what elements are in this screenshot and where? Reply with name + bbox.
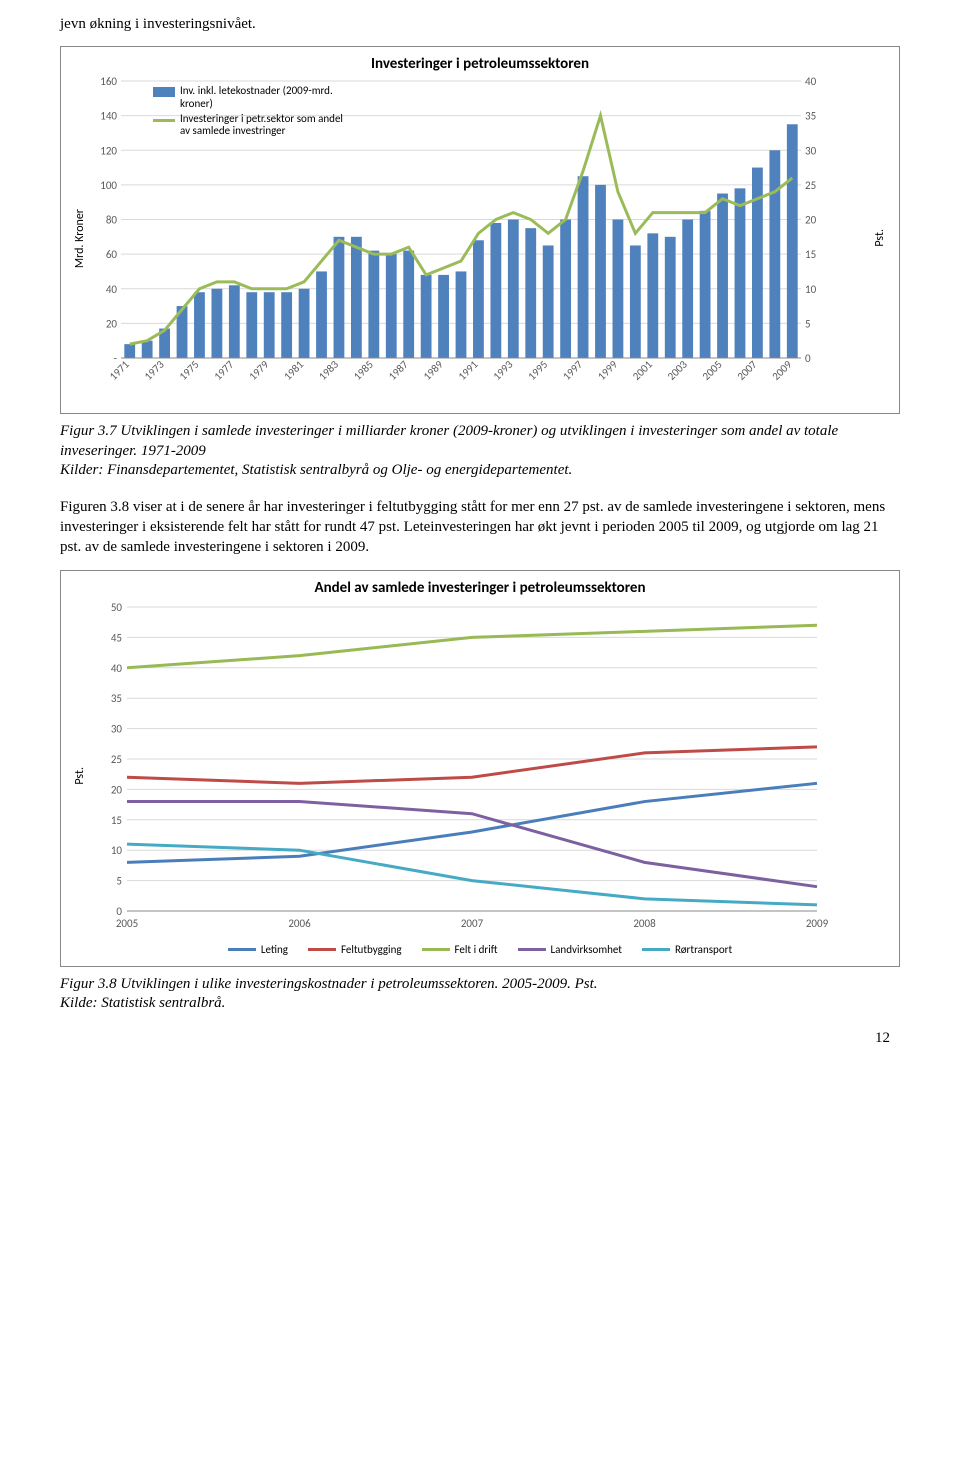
svg-text:2005: 2005 [700, 358, 725, 383]
svg-text:140: 140 [100, 110, 117, 123]
chart1-y1-label: Mrd. Kroner [69, 73, 91, 403]
svg-text:1999: 1999 [595, 358, 620, 383]
svg-text:50: 50 [111, 601, 123, 614]
svg-text:2006: 2006 [288, 917, 311, 930]
svg-text:35: 35 [805, 110, 816, 123]
svg-text:2001: 2001 [630, 358, 655, 383]
legend-item-landvirksomhet: Landvirksomhet [518, 943, 622, 956]
svg-text:60: 60 [106, 248, 118, 261]
svg-text:2007: 2007 [461, 917, 484, 930]
svg-text:45: 45 [111, 631, 122, 644]
body-paragraph-2: Figuren 3.8 viser at i de senere år har … [60, 497, 900, 558]
svg-text:35: 35 [111, 692, 122, 705]
svg-text:2008: 2008 [633, 917, 656, 930]
chart2-svg: 0510152025303540455020052006200720082009 [91, 597, 831, 937]
svg-text:1987: 1987 [386, 358, 411, 383]
svg-text:1983: 1983 [316, 358, 341, 383]
svg-text:160: 160 [100, 75, 117, 88]
chart2-title: Andel av samlede investeringer i petrole… [69, 579, 891, 597]
svg-text:1993: 1993 [490, 358, 515, 383]
legend-item-rørtransport: Rørtransport [642, 943, 732, 956]
svg-text:1997: 1997 [560, 358, 585, 383]
svg-text:5: 5 [116, 874, 122, 887]
svg-text:10: 10 [111, 844, 123, 857]
svg-text:2003: 2003 [665, 358, 690, 383]
svg-text:120: 120 [100, 145, 117, 158]
svg-text:80: 80 [106, 214, 118, 227]
svg-text:1985: 1985 [351, 358, 376, 383]
svg-text:20: 20 [805, 214, 817, 227]
intro-paragraph: jevn økning i investeringsnivået. [60, 14, 900, 34]
svg-text:20: 20 [106, 318, 118, 331]
svg-text:40: 40 [805, 75, 817, 88]
caption-figure-3-7: Figur 3.7 Utviklingen i samlede invester… [60, 422, 900, 481]
svg-text:1973: 1973 [142, 358, 167, 383]
svg-text:1991: 1991 [456, 358, 481, 383]
svg-text:1975: 1975 [177, 358, 202, 383]
svg-text:1979: 1979 [246, 358, 271, 383]
svg-text:30: 30 [805, 145, 817, 158]
svg-text:1981: 1981 [281, 358, 306, 383]
chart2-legend: Leting Feltutbygging Felt i drift Landvirks… [91, 943, 869, 956]
legend-item-leting: Leting [228, 943, 288, 956]
chart-andel: Andel av samlede investeringer i petrole… [60, 570, 900, 967]
svg-text:5: 5 [805, 318, 811, 331]
chart-investeringer: Investeringer i petroleumssektoren Mrd. … [60, 46, 900, 414]
svg-text:30: 30 [111, 722, 123, 735]
svg-text:2007: 2007 [735, 358, 760, 383]
svg-text:40: 40 [106, 283, 118, 296]
svg-text:15: 15 [111, 813, 122, 826]
svg-text:1989: 1989 [421, 358, 446, 383]
svg-text:1995: 1995 [525, 358, 550, 383]
svg-text:2009: 2009 [769, 358, 794, 383]
svg-text:15: 15 [805, 248, 816, 261]
svg-text:20: 20 [111, 783, 123, 796]
svg-text:100: 100 [100, 179, 117, 192]
svg-text:1977: 1977 [211, 358, 236, 383]
svg-text:25: 25 [111, 753, 122, 766]
svg-text:1971: 1971 [107, 358, 132, 383]
svg-text:2005: 2005 [116, 917, 138, 930]
legend-item-feltutbygging: Feltutbygging [308, 943, 402, 956]
legend-item-felt-i-drift: Felt i drift [422, 943, 498, 956]
caption-figure-3-8: Figur 3.8 Utviklingen i ulike investerin… [60, 975, 900, 1014]
chart2-y-label: Pst. [69, 597, 91, 956]
chart1-legend: Inv. inkl. letekostnader (2009-mrd. kron… [153, 85, 353, 140]
chart1-y2-label: Pst. [869, 73, 891, 403]
svg-text:10: 10 [805, 283, 817, 296]
svg-text:2009: 2009 [806, 917, 829, 930]
svg-text:0: 0 [805, 352, 811, 365]
svg-text:40: 40 [111, 661, 123, 674]
svg-text:25: 25 [805, 179, 816, 192]
chart1-title: Investeringer i petroleumssektoren [69, 55, 891, 73]
page-number: 12 [60, 1030, 900, 1047]
